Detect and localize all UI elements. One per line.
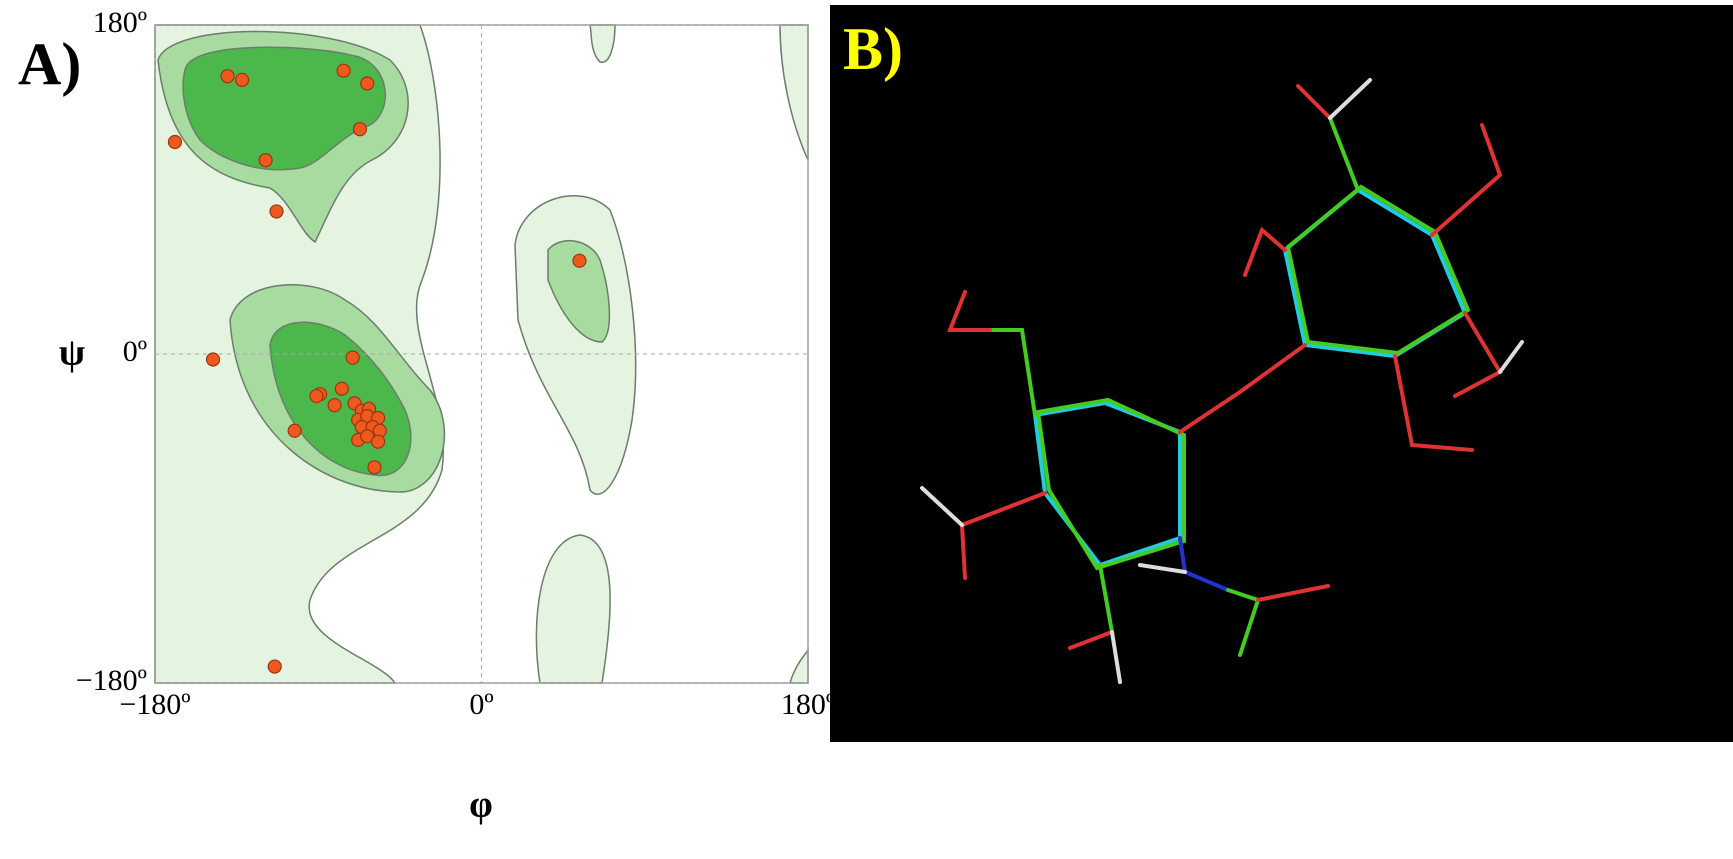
data-point bbox=[372, 435, 385, 448]
molecule-view bbox=[830, 5, 1733, 742]
data-point bbox=[168, 135, 181, 148]
data-point bbox=[270, 205, 283, 218]
allowed-region bbox=[790, 650, 808, 683]
panel-label: A) bbox=[18, 31, 81, 97]
data-point bbox=[268, 660, 281, 673]
data-point bbox=[236, 73, 249, 86]
panel-label: B) bbox=[843, 16, 903, 82]
allowed-region bbox=[590, 25, 615, 62]
y-tick-label: 0º bbox=[123, 335, 147, 368]
data-point bbox=[328, 399, 341, 412]
data-point bbox=[353, 123, 366, 136]
allowed-region bbox=[780, 25, 808, 160]
data-point bbox=[335, 382, 348, 395]
allowed-region bbox=[536, 535, 610, 683]
data-point bbox=[221, 70, 234, 83]
data-point bbox=[368, 461, 381, 474]
y-tick-label: −180º bbox=[76, 664, 147, 697]
data-point bbox=[288, 424, 301, 437]
y-axis-label: ψ bbox=[59, 332, 85, 374]
data-point bbox=[337, 64, 350, 77]
x-tick-label: 180º bbox=[781, 688, 835, 721]
x-axis-label: φ bbox=[469, 784, 493, 826]
data-point bbox=[259, 154, 272, 167]
data-point bbox=[310, 390, 323, 403]
y-tick-label: 180º bbox=[93, 6, 147, 39]
data-point bbox=[346, 351, 359, 364]
data-point bbox=[573, 254, 586, 267]
x-tick-label: 0º bbox=[469, 688, 493, 721]
data-point bbox=[207, 353, 220, 366]
data-point bbox=[361, 77, 374, 90]
figure: −180º0º180º−180º0º180º A) ψ φ B) bbox=[0, 0, 1733, 859]
